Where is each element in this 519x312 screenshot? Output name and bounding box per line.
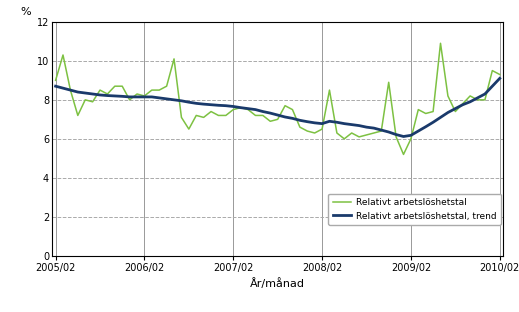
Relativt arbetslöshetstal	[290, 108, 296, 111]
Line: Relativt arbetslöshetstal, trend: Relativt arbetslöshetstal, trend	[56, 78, 500, 136]
Relativt arbetslöshetstal, trend	[319, 122, 325, 125]
Relativt arbetslöshetstal, trend	[445, 111, 451, 115]
Relativt arbetslöshetstal, trend	[52, 84, 59, 88]
Relativt arbetslöshetstal	[52, 78, 59, 82]
Relativt arbetslöshetstal, trend	[497, 76, 503, 80]
Relativt arbetslöshetstal, trend	[141, 95, 147, 99]
Relativt arbetslöshetstal, trend	[156, 96, 162, 100]
Relativt arbetslöshetstal	[319, 127, 325, 131]
Relativt arbetslöshetstal, trend	[400, 134, 406, 138]
Relativt arbetslöshetstal	[208, 110, 214, 113]
Text: %: %	[20, 7, 31, 17]
Relativt arbetslöshetstal	[452, 110, 458, 113]
Line: Relativt arbetslöshetstal: Relativt arbetslöshetstal	[56, 43, 500, 154]
Relativt arbetslöshetstal	[497, 73, 503, 76]
Relativt arbetslöshetstal	[141, 94, 147, 98]
Relativt arbetslöshetstal	[400, 153, 406, 156]
X-axis label: År/månad: År/månad	[250, 278, 305, 289]
Relativt arbetslöshetstal, trend	[208, 103, 214, 107]
Legend: Relativt arbetslöshetstal, Relativt arbetslöshetstal, trend: Relativt arbetslöshetstal, Relativt arbe…	[329, 193, 501, 225]
Relativt arbetslöshetstal	[438, 41, 444, 45]
Relativt arbetslöshetstal	[156, 88, 162, 92]
Relativt arbetslöshetstal, trend	[290, 116, 296, 120]
